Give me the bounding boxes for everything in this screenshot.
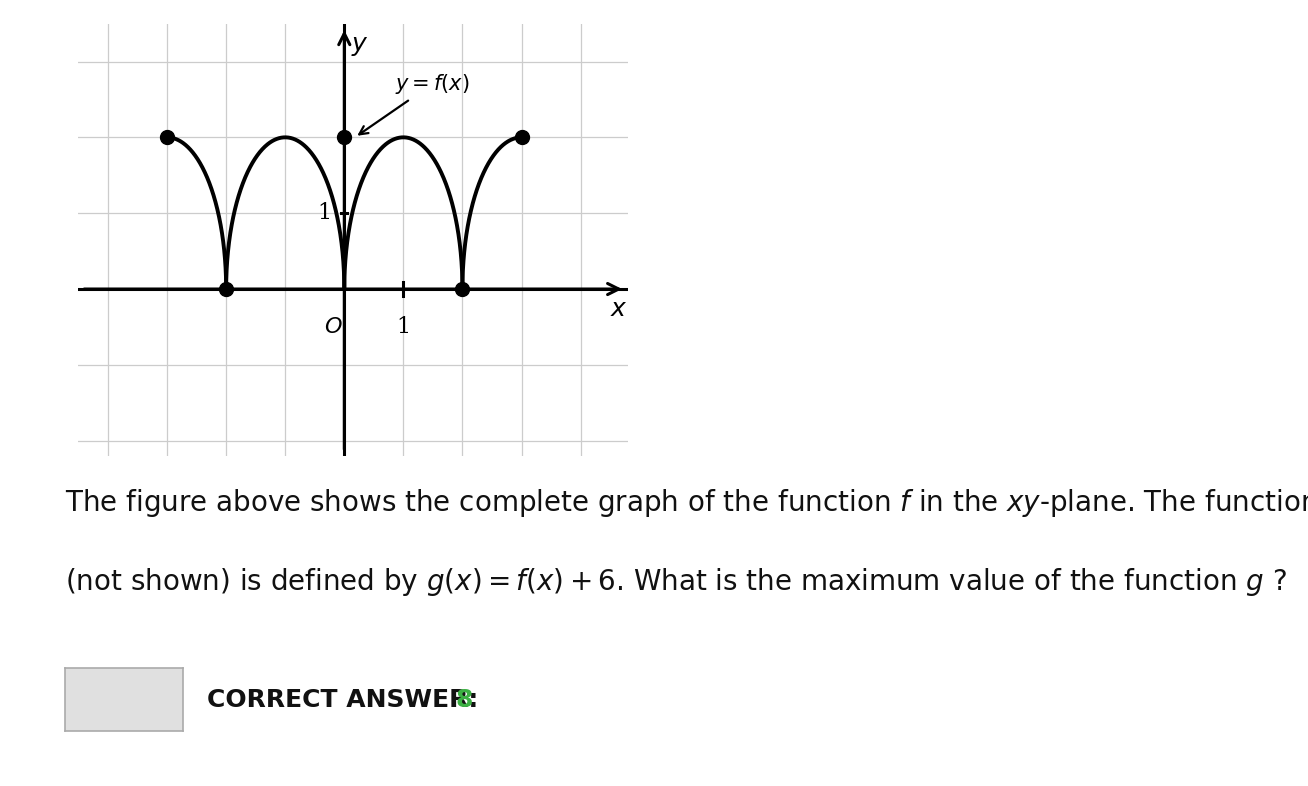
Text: 1: 1 bbox=[317, 202, 331, 224]
Text: $O$: $O$ bbox=[324, 315, 343, 337]
Text: $y = f(x)$: $y = f(x)$ bbox=[360, 72, 470, 134]
Text: The figure above shows the complete graph of the function $f$ in the $xy$-plane.: The figure above shows the complete grap… bbox=[65, 487, 1308, 520]
Text: $x$: $x$ bbox=[610, 298, 628, 321]
Text: 1: 1 bbox=[396, 315, 411, 337]
Text: (not shown) is defined by $g(x) = f(x) + 6$. What is the maximum value of the fu: (not shown) is defined by $g(x) = f(x) +… bbox=[65, 566, 1287, 598]
Text: CORRECT ANSWER:: CORRECT ANSWER: bbox=[207, 688, 487, 711]
Text: 8: 8 bbox=[455, 688, 472, 711]
Text: $y$: $y$ bbox=[352, 35, 369, 58]
